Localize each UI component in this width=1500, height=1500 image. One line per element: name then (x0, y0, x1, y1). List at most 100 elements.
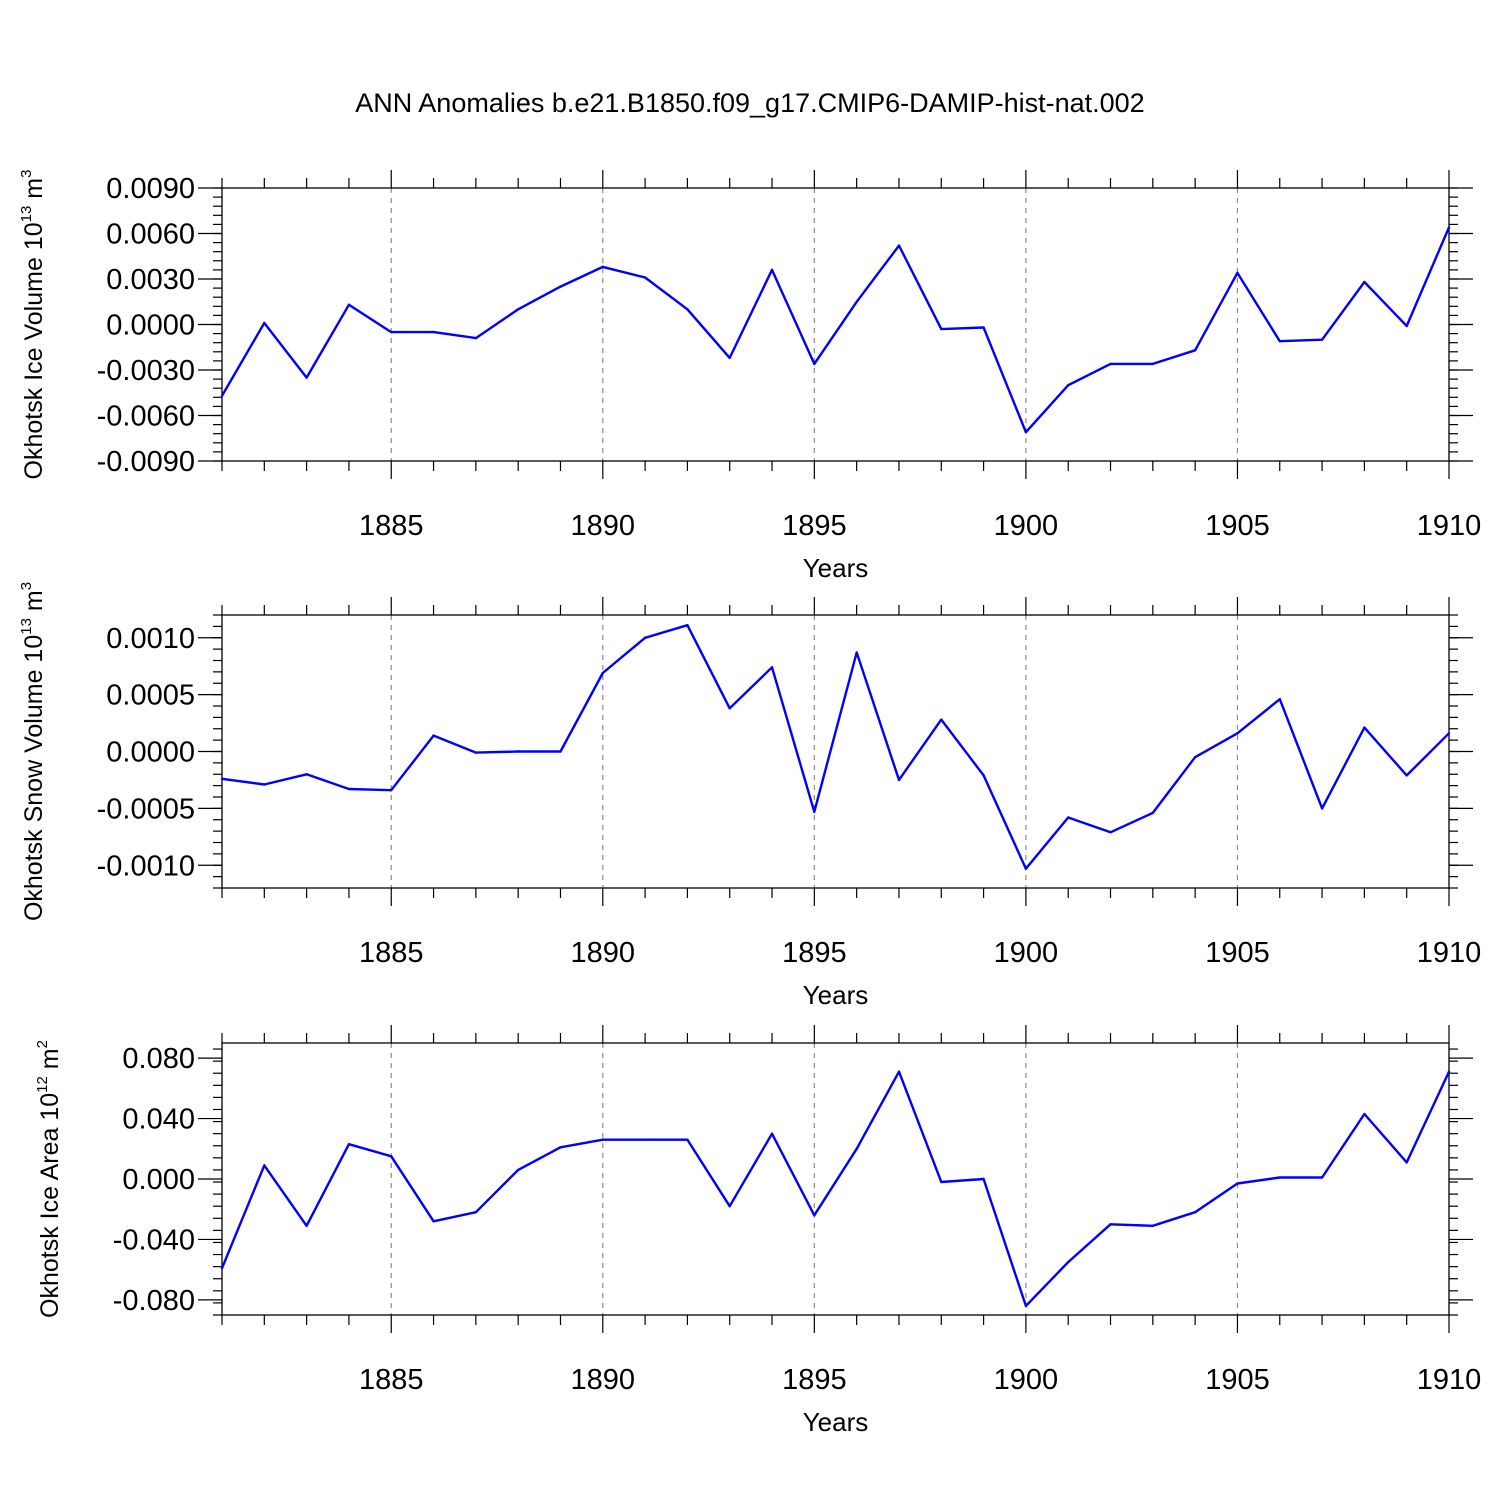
data-point (601, 1138, 604, 1141)
y-axis-label-sup1: 13 (18, 618, 35, 635)
y-tick-label: -0.0005 (97, 793, 195, 825)
plot-frame (221, 1042, 1450, 1316)
x-axis-label: Years (803, 553, 869, 583)
data-point (1151, 362, 1155, 366)
data-point (305, 1224, 308, 1228)
data-point (1405, 774, 1408, 777)
data-point (1278, 697, 1281, 701)
data-point (1151, 1224, 1155, 1228)
data-point (601, 671, 604, 675)
y-tick-label: -0.0030 (97, 355, 195, 387)
y-axis-label-mid: m (20, 590, 48, 618)
data-point (1236, 271, 1239, 275)
data-point (1109, 362, 1112, 366)
data-point (432, 734, 435, 737)
y-axis-label-mid: m (20, 178, 48, 206)
data-point (1405, 1161, 1408, 1164)
data-point (728, 356, 731, 360)
y-tick-label: 0.0030 (106, 264, 195, 296)
data-point (1109, 1223, 1112, 1226)
data-point (1151, 811, 1155, 815)
x-tick-label: 1910 (1417, 937, 1482, 969)
y-tick-label: 0.000 (122, 1164, 195, 1196)
data-point (855, 651, 858, 654)
y-axis-label-mid: m (36, 1048, 64, 1076)
data-point (305, 376, 308, 379)
data-point (770, 666, 774, 669)
data-point (263, 783, 266, 786)
data-point (1024, 430, 1028, 434)
y-tick-label: 0.0000 (106, 737, 195, 769)
series-line-3 (220, 1070, 1451, 1308)
y-axis-label-text: Okhotsk Ice Volume 10 (20, 222, 48, 479)
y-tick-label: 0.0010 (106, 623, 195, 655)
data-point (559, 750, 562, 753)
data-point (897, 244, 901, 247)
x-tick-label: 1890 (571, 1364, 636, 1396)
data-point (728, 707, 731, 710)
x-tick-label: 1905 (1205, 510, 1270, 542)
data-point (474, 336, 478, 340)
data-point (559, 1146, 562, 1149)
data-point (1024, 1304, 1028, 1308)
data-point (1067, 1260, 1070, 1264)
x-tick-label: 1890 (571, 510, 636, 542)
chart-panel-1: 0.0090 0.0060 0.0030 0.0000 -0.0030 -0.0060 -0… (18, 170, 1481, 583)
data-point (263, 321, 266, 325)
data-point (220, 777, 224, 780)
data-point (855, 300, 858, 303)
data-point (516, 750, 520, 753)
y-axis-label-sup2: 3 (18, 582, 35, 590)
data-point (770, 1132, 774, 1135)
x-tick-label: 1900 (994, 1364, 1059, 1396)
chart-panel-2: 0.0010 0.0005 0.0000 -0.0005 -0.0010 1885 1890… (18, 582, 1481, 1010)
x-tick-label: 1890 (571, 937, 636, 969)
x-tick-label: 1900 (994, 937, 1059, 969)
x-tick-label: 1900 (994, 510, 1059, 542)
data-point (897, 778, 901, 782)
y-tick-label: -0.0090 (97, 446, 195, 478)
data-point (1447, 1070, 1451, 1073)
data-point (813, 1214, 816, 1217)
data-point (1447, 732, 1451, 735)
series-line-2 (221, 624, 1450, 870)
data-point (390, 1155, 393, 1158)
data-point (390, 330, 393, 334)
data-point (474, 1211, 478, 1214)
data-point (390, 788, 393, 792)
data-point (813, 362, 816, 366)
data-point (1193, 755, 1197, 759)
y-axis-label-sup1: 13 (18, 206, 35, 223)
data-point (1320, 1176, 1324, 1179)
data-point (1363, 726, 1366, 729)
data-point (686, 1138, 689, 1141)
data-point (263, 1164, 266, 1167)
x-tick-label: 1910 (1417, 510, 1482, 542)
y-axis-label-sup2: 3 (18, 170, 35, 178)
x-tick-label: 1910 (1417, 1364, 1482, 1396)
chart-panel-3: 0.080 0.040 0.000 -0.040 -0.080 1885 1890 1895 1… (34, 1025, 1481, 1437)
data-point (220, 394, 224, 397)
y-axis-label-text: Okhotsk Snow Volume 10 (20, 635, 48, 921)
y-axis-label-text: Okhotsk Ice Area 10 (36, 1093, 64, 1318)
y-tick-label: 0.080 (122, 1043, 195, 1075)
data-point (686, 308, 689, 311)
data-point (982, 774, 985, 777)
data-point (982, 1177, 985, 1181)
data-point (432, 1220, 435, 1223)
data-point (1024, 867, 1028, 870)
plot-frame (221, 614, 1450, 889)
data-point (940, 327, 943, 331)
data-point (1109, 831, 1112, 834)
data-point (728, 1205, 731, 1208)
data-point (643, 1138, 647, 1141)
y-tick-label: 0.0000 (106, 310, 195, 342)
x-axis-label: Years (803, 980, 869, 1010)
data-point (347, 303, 351, 306)
chart-panels: 0.0090 0.0060 0.0030 0.0000 -0.0030 -0.0060 -0… (18, 170, 1481, 1437)
y-tick-label: -0.0060 (97, 401, 195, 433)
x-tick-label: 1885 (359, 510, 424, 542)
y-tick-label: -0.080 (113, 1285, 195, 1317)
data-point (1320, 338, 1324, 341)
